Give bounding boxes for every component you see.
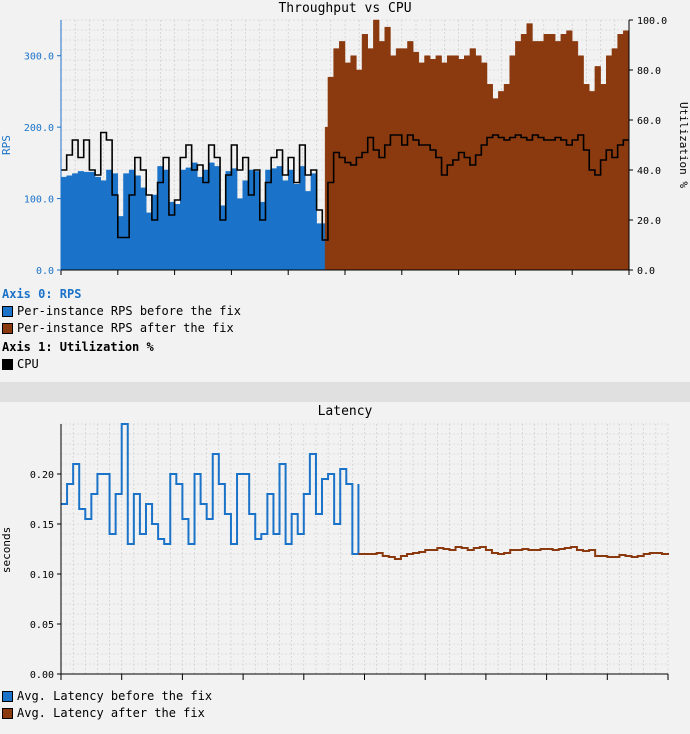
rps-before-area bbox=[60, 162, 329, 271]
legend-label-cpu: CPU bbox=[17, 357, 39, 371]
y-right-tick-label: 40.0 bbox=[637, 166, 661, 177]
throughput-title: Throughput vs CPU bbox=[278, 1, 411, 16]
legend-label-latency-after: Avg. Latency after the fix bbox=[17, 706, 205, 720]
y-tick-label: 0.00 bbox=[30, 670, 54, 681]
legend-axis1-heading: Axis 1: Utilization % bbox=[2, 340, 154, 354]
cpu-line bbox=[61, 131, 629, 241]
legend-item-latency-before[interactable]: Avg. Latency before the fix bbox=[2, 688, 212, 705]
y-right-tick-label: 0.0 bbox=[637, 266, 655, 277]
latency-lines bbox=[61, 423, 669, 560]
throughput-chart: 0.0 100.0 200.0 300.0 0.0 20.0 40.0 60.0 80.0 100… bbox=[0, 1, 690, 277]
y-tick-label: 0.10 bbox=[30, 570, 54, 581]
throughput-y-right-label: Utilization % bbox=[677, 102, 690, 188]
y-left-tick-label: 300.0 bbox=[24, 52, 54, 63]
legend-item-cpu[interactable]: CPU bbox=[2, 356, 241, 373]
legend-swatch-before bbox=[2, 306, 13, 317]
throughput-axes: 0.0 100.0 200.0 300.0 0.0 20.0 40.0 60.0 80.0 100… bbox=[24, 16, 667, 277]
y-left-tick-label: 100.0 bbox=[24, 195, 54, 206]
throughput-y-left-label: RPS bbox=[0, 135, 13, 155]
legend-swatch-latency-before bbox=[2, 691, 13, 702]
y-right-tick-label: 60.0 bbox=[637, 116, 661, 127]
latency-legend: Avg. Latency before the fix Avg. Latency… bbox=[2, 688, 212, 722]
legend-item-rps-before[interactable]: Per-instance RPS before the fix bbox=[2, 303, 241, 320]
legend-swatch-after bbox=[2, 323, 13, 334]
legend-label-latency-before: Avg. Latency before the fix bbox=[17, 689, 213, 703]
y-right-tick-label: 100.0 bbox=[637, 16, 667, 27]
y-left-tick-label: 0.0 bbox=[36, 266, 54, 277]
panel-separator bbox=[0, 382, 690, 402]
latency-y-label: seconds bbox=[0, 527, 13, 573]
rps-after-area bbox=[324, 19, 630, 271]
y-right-tick-label: 80.0 bbox=[637, 66, 661, 77]
y-tick-label: 0.05 bbox=[30, 620, 54, 631]
throughput-cpu-line bbox=[61, 131, 629, 241]
legend-item-latency-after[interactable]: Avg. Latency after the fix bbox=[2, 705, 212, 722]
legend-item-rps-after[interactable]: Per-instance RPS after the fix bbox=[2, 320, 241, 337]
latency-panel: 0.00 0.05 0.10 0.15 0.20 Latency seconds Avg… bbox=[0, 402, 690, 734]
latency-after-line bbox=[358, 546, 669, 560]
latency-before-line bbox=[61, 423, 360, 555]
latency-axes: 0.00 0.05 0.10 0.15 0.20 bbox=[30, 424, 669, 681]
legend-axis0-heading: Axis 0: RPS bbox=[2, 287, 82, 301]
throughput-areas bbox=[60, 19, 630, 271]
y-right-tick-label: 20.0 bbox=[637, 216, 661, 227]
latency-chart: 0.00 0.05 0.10 0.15 0.20 Latency seconds bbox=[0, 404, 669, 681]
y-left-tick-label: 200.0 bbox=[24, 123, 54, 134]
y-tick-label: 0.15 bbox=[30, 520, 54, 531]
legend-label-rps-before: Per-instance RPS before the fix bbox=[17, 304, 241, 318]
throughput-legend: Axis 0: RPS Per-instance RPS before the … bbox=[2, 284, 241, 373]
throughput-panel: 0.0 100.0 200.0 300.0 0.0 20.0 40.0 60.0 80.0 100… bbox=[0, 1, 690, 373]
legend-swatch-latency-after bbox=[2, 708, 13, 719]
legend-swatch-cpu bbox=[2, 359, 13, 370]
y-tick-label: 0.20 bbox=[30, 470, 54, 481]
legend-label-rps-after: Per-instance RPS after the fix bbox=[17, 321, 234, 335]
latency-title: Latency bbox=[318, 404, 373, 419]
